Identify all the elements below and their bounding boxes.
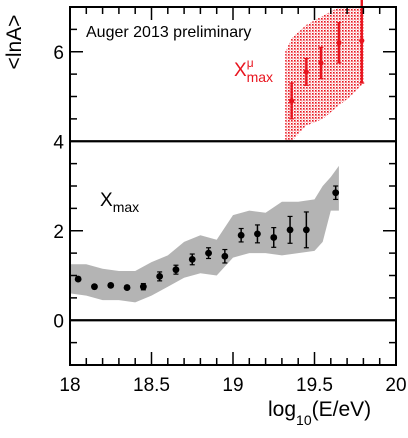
x-axis-label-rest: (E/eV) <box>312 398 372 421</box>
data-points <box>74 0 365 291</box>
point-s0-13 <box>286 215 294 244</box>
x-axis-label-sub: 10 <box>296 412 312 428</box>
x-tick-label: 20 <box>385 375 406 396</box>
point-s0-6 <box>172 264 180 275</box>
series-label-1: Xμ max <box>234 56 273 85</box>
y-tick-label: 6 <box>53 43 64 64</box>
x-axis-label: log10(E/eV) <box>268 398 371 428</box>
point-s1-3 <box>336 22 342 64</box>
point-s0-11 <box>254 224 261 244</box>
band-series-0 <box>70 165 339 303</box>
point-s0-2 <box>107 281 115 289</box>
x-tick-label: 19 <box>222 375 243 396</box>
reference-lines <box>70 140 396 322</box>
point-s0-5 <box>156 271 164 282</box>
y-tick-label: 2 <box>53 222 64 243</box>
y-tick-label: 0 <box>53 311 64 332</box>
point-s0-8 <box>205 247 212 260</box>
annotation: Auger 2013 preliminary <box>86 24 251 41</box>
point-s0-4 <box>139 282 147 291</box>
point-s1-1 <box>303 57 309 86</box>
point-s0-7 <box>188 253 196 266</box>
point-s1-2 <box>318 46 324 80</box>
x-axis-label-main: log <box>268 398 296 421</box>
point-s0-0 <box>74 275 82 283</box>
band-series-1 <box>285 7 364 142</box>
point-s0-14 <box>302 211 310 249</box>
point-s1-4 <box>359 0 365 84</box>
svg-text:log10(E/eV): log10(E/eV) <box>268 398 371 428</box>
point-s0-9 <box>221 248 229 264</box>
uncertainty-bands <box>70 7 364 303</box>
series-label-0: Xmax <box>100 190 139 215</box>
point-s0-1 <box>91 283 98 291</box>
x-tick-label: 18 <box>59 375 80 396</box>
point-s0-12 <box>270 227 278 248</box>
point-s1-0 <box>289 82 295 120</box>
point-s0-10 <box>237 227 245 243</box>
y-axis-label: <lnA> <box>3 15 26 70</box>
axes: 18 18.5 19 19.5 20 0 2 4 6 Xmax Xμ max <box>53 6 407 396</box>
x-tick-label: 18.5 <box>133 375 170 396</box>
x-tick-label: 19.5 <box>296 375 333 396</box>
y-tick-label: 4 <box>53 132 64 153</box>
point-s0-3 <box>123 284 131 291</box>
point-s0-15 <box>332 185 340 201</box>
